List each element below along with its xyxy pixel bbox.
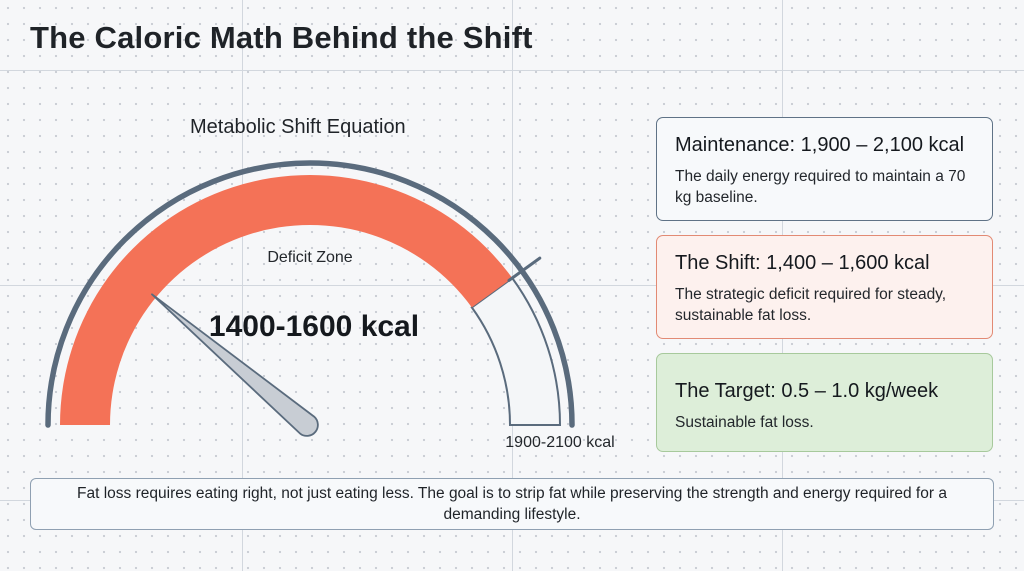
target-card: The Target: 0.5 – 1.0 kg/week Sustainabl… <box>656 353 993 452</box>
shift-heading: The Shift: 1,400 – 1,600 kcal <box>675 252 930 274</box>
deficit-zone-band <box>60 174 513 425</box>
maintenance-band <box>470 276 562 426</box>
footer-text: Fat loss requires eating right, not just… <box>77 485 947 523</box>
maintenance-description: The daily energy required to maintain a … <box>675 168 966 206</box>
maintenance-threshold-tick <box>507 256 542 282</box>
gauge-reading-label: 1400-1600 kcal <box>209 310 419 343</box>
shift-description: The strategic deficit required for stead… <box>675 286 947 324</box>
footer-note: Fat loss requires eating right, not just… <box>30 478 994 530</box>
gauge-outer-ring <box>45 160 575 428</box>
deficit-zone-label: Deficit Zone <box>267 249 352 266</box>
gauge-needle <box>151 293 319 437</box>
target-heading: The Target: 0.5 – 1.0 kg/week <box>675 380 939 402</box>
guide-line <box>0 70 1024 71</box>
calorie-gauge: Deficit Zone 1400-1600 kcal 1900-2100 kc… <box>45 160 615 451</box>
gauge-title: Metabolic Shift Equation <box>190 116 406 138</box>
shift-card: The Shift: 1,400 – 1,600 kcal The strate… <box>656 235 993 339</box>
maintenance-range-label: 1900-2100 kcal <box>505 434 614 451</box>
maintenance-card: Maintenance: 1,900 – 2,100 kcal The dail… <box>656 117 993 221</box>
target-description: Sustainable fat loss. <box>675 414 814 431</box>
maintenance-heading: Maintenance: 1,900 – 2,100 kcal <box>675 134 965 156</box>
page-title: The Caloric Math Behind the Shift <box>30 20 533 55</box>
